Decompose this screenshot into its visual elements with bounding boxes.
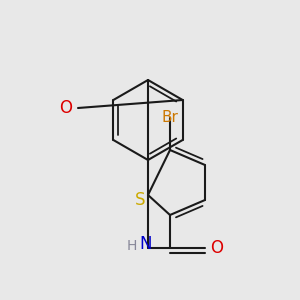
- Text: O: O: [59, 99, 73, 117]
- Text: O: O: [211, 239, 224, 257]
- Text: H: H: [127, 239, 137, 253]
- Text: N: N: [140, 235, 152, 253]
- Text: Br: Br: [162, 110, 178, 125]
- Text: S: S: [135, 191, 145, 209]
